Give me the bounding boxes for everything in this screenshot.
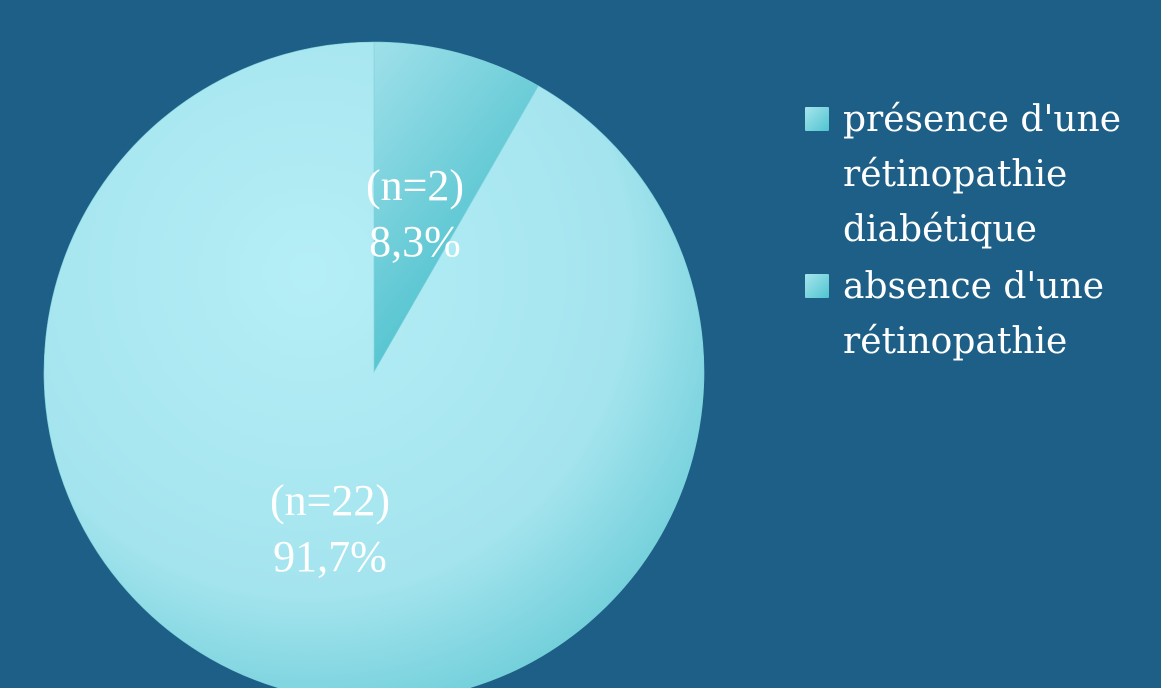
pie-data-labels: (n=2) 8,3% (n=22) 91,7% — [270, 161, 464, 581]
data-label-count-presence: (n=2) — [366, 161, 464, 210]
data-label-percent-presence: 8,3% — [369, 217, 461, 266]
legend-swatch-absence — [805, 274, 829, 298]
pie-slice-presence — [373, 41, 539, 374]
legend-label-absence-line-1: absence d'une — [843, 266, 1104, 307]
data-label-count-absence: (n=22) — [270, 476, 390, 525]
legend: présence d'une rétinopathie diabétique a… — [803, 92, 1153, 371]
legend-label-presence-line-1: présence d'une — [843, 99, 1122, 140]
pie-slices — [43, 41, 705, 688]
legend-item-presence: présence d'une rétinopathie diabétique — [803, 92, 1153, 257]
pie-slice-absence — [43, 41, 705, 688]
legend-item-absence: absence d'une rétinopathie — [803, 259, 1153, 369]
data-label-percent-absence: 91,7% — [273, 532, 387, 581]
legend-swatch-presence — [805, 107, 829, 131]
legend-label-presence-line-3: diabétique — [843, 209, 1037, 250]
legend-label-absence-line-2: rétinopathie — [843, 321, 1068, 362]
legend-label-presence-line-2: rétinopathie — [843, 154, 1068, 195]
